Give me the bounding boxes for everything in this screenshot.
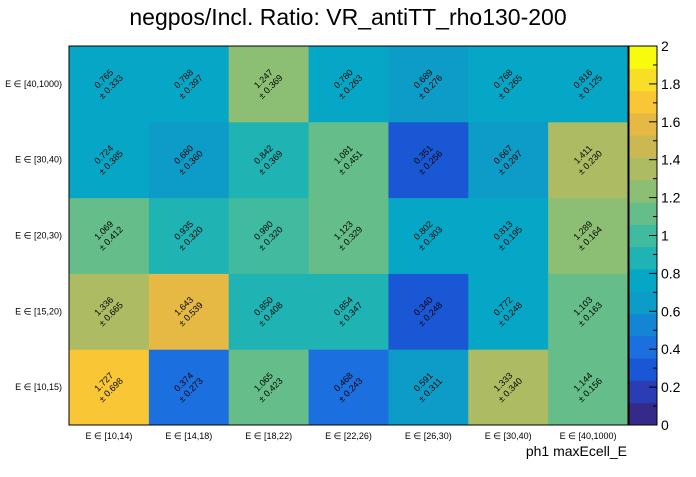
heatmap-cell [148,197,230,274]
heatmap-cell [308,121,389,199]
y-tick-label: E ∈ [40,1000) [5,79,62,89]
colorbar-tick-label: 1.8 [661,76,681,92]
colorbar-swatch [629,291,657,315]
x-tick-label: E ∈ [40,1000) [560,431,617,441]
colorbar-tick-label: 1 [661,228,669,244]
y-tick-label: E ∈ [10,15) [15,382,62,392]
heatmap-cell [548,349,629,426]
colorbar-tick-label: 1.2 [661,190,681,206]
x-tick-labels: E ∈ [10,14) E ∈ [14,18) E ∈ [18,22) E ∈ [22… [85,431,616,441]
colorbar-tick-label: 1.4 [661,152,681,168]
colorbar-tick-label: 0.8 [661,265,681,281]
heatmap-cells [69,46,629,426]
x-axis-label: ph1 maxEcell_E [526,443,627,459]
heatmap-cell [468,197,549,274]
heatmap-cell [228,197,310,274]
heatmap-cell [468,349,549,426]
colorbar-swatch [629,224,657,248]
colorbar-swatch [629,179,657,203]
y-tick-label: E ∈ [20,30) [15,231,62,241]
heatmap-cell [548,197,629,274]
x-tick-label: E ∈ [30,40) [485,431,532,441]
heatmap-cell [69,121,150,199]
heatmap-cell [69,197,150,274]
heatmap-cell [148,121,230,199]
colorbar-swatch [629,202,657,225]
heatmap-cell [148,46,230,123]
x-tick-label: E ∈ [22,26) [325,431,372,441]
plot-frame [68,45,629,426]
heatmap-cell [548,273,629,350]
heatmap-cell [388,46,469,123]
colorbar-tick-label: 2 [661,38,669,54]
colorbar-swatch [629,68,657,92]
colorbar-swatch [629,90,657,114]
heatmap-cell [228,273,310,350]
colorbar-swatch [629,112,657,136]
colorbar-swatch [629,358,657,381]
heatmap-cell [69,273,150,350]
colorbar-swatch [629,313,657,337]
heatmap-cell [468,121,549,199]
colorbar-swatch [629,157,657,181]
x-tick-label: E ∈ [18,22) [245,431,292,441]
heatmap-cell [388,349,469,426]
heatmap-cell [148,273,230,350]
colorbar-tick-label: 0.6 [661,303,681,319]
heatmap-cell [69,349,150,426]
heatmap-cell [308,46,389,123]
y-tick-label: E ∈ [15,20) [15,306,62,316]
colorbar-tick-label: 0.2 [661,379,681,395]
heatmap-cell [388,121,469,199]
colorbar-swatch [629,246,657,270]
heatmap-cell [69,46,150,123]
colorbar-swatch [629,135,657,158]
x-tick-label: E ∈ [26,30) [405,431,452,441]
heatmap-cell [388,273,469,350]
chart-title: negpos/Incl. Ratio: VR_antiTT_rho130-200 [129,4,566,30]
heatmap-cell [308,349,389,426]
heatmap-cell [228,121,310,199]
x-tick-label: E ∈ [10,14) [85,431,132,441]
colorbar-tick-label: 0.4 [661,341,681,357]
heatmap-cell [148,349,230,426]
colorbar: 0 0.2 0.4 0.6 0.8 1 1.2 1.4 1.6 1.8 2 [628,38,681,433]
heatmap-cell [468,273,549,350]
y-tick-label: E ∈ [30,40) [15,155,62,165]
colorbar-tick-label: 1.6 [661,114,681,130]
heatmap-cell [228,349,310,426]
heatmap-cell [388,197,469,274]
colorbar-tick-label: 0 [661,417,669,433]
x-tick-label: E ∈ [14,18) [165,431,212,441]
colorbar-swatch [629,46,657,69]
heatmap-cell [548,121,629,199]
colorbar-swatch [629,335,657,359]
heatmap-cell [308,273,389,350]
heatmap-cell [548,46,629,123]
heatmap-cell [308,197,389,274]
heatmap-cell [468,46,549,123]
colorbar-swatch [629,268,657,292]
colorbar-swatch [629,380,657,404]
y-tick-labels: E ∈ [10,15) E ∈ [15,20) E ∈ [20,30) E ∈ [30… [5,79,62,392]
colorbar-swatch [629,402,657,426]
heatmap-cell [228,46,310,123]
